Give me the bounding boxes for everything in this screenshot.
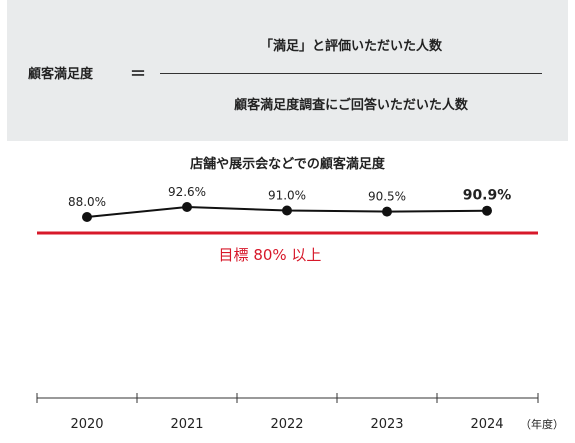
data-point bbox=[82, 212, 92, 222]
x-tick-label: 2020 bbox=[70, 417, 103, 432]
data-point bbox=[482, 205, 492, 216]
data-label: 90.9% bbox=[463, 188, 512, 204]
formula-lhs: 顧客満足度 bbox=[28, 67, 94, 82]
x-tick-label: 2022 bbox=[270, 417, 303, 432]
data-label: 88.0% bbox=[68, 195, 106, 209]
x-tick-label: 2021 bbox=[170, 417, 203, 432]
target-label: 目標 80% 以上 bbox=[219, 246, 322, 264]
formula-equals: ＝ bbox=[130, 64, 147, 83]
fraction-bar bbox=[160, 73, 542, 74]
data-point bbox=[382, 206, 392, 217]
x-tick-label: 2023 bbox=[370, 417, 403, 432]
formula-denominator: 顧客満足度調査にご回答いただいた人数 bbox=[234, 98, 468, 113]
formula-numerator: 「満足」と評価いただいた人数 bbox=[259, 39, 442, 54]
data-point bbox=[282, 205, 292, 216]
x-tick-label: 2024 bbox=[470, 417, 503, 432]
data-label: 92.6% bbox=[168, 185, 206, 199]
formula-box bbox=[7, 0, 568, 141]
data-label: 90.5% bbox=[368, 190, 406, 204]
chart-title: 店舗や展示会などでの顧客満足度 bbox=[190, 157, 385, 172]
data-point bbox=[182, 202, 192, 212]
data-label: 91.0% bbox=[268, 189, 306, 203]
x-axis-unit: （年度） bbox=[520, 417, 564, 431]
